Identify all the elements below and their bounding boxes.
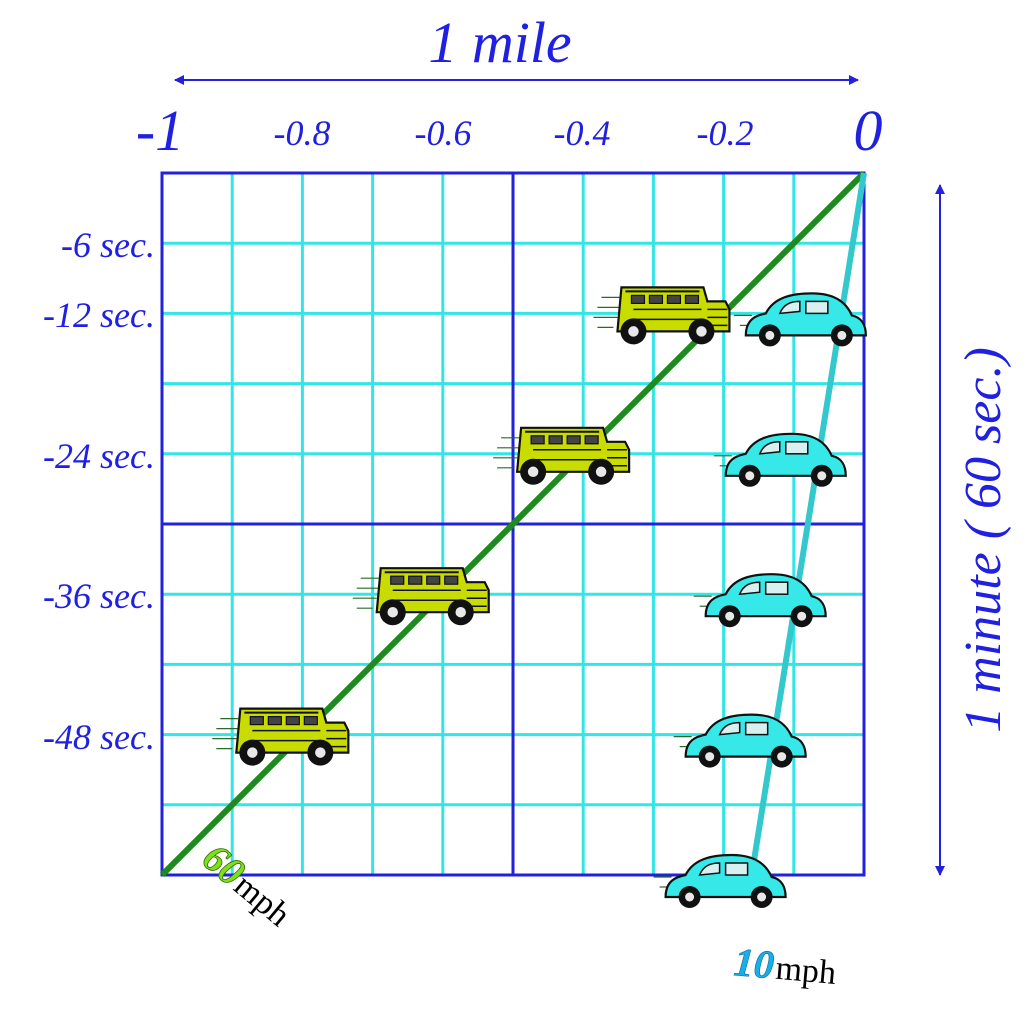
x-tick-label: -1 xyxy=(136,98,184,163)
vehicles xyxy=(211,286,867,910)
car-icon xyxy=(672,713,807,769)
series-line-10mph xyxy=(748,172,867,876)
speed-label-60: 60 mph xyxy=(194,834,297,934)
x-tick-label: -0.2 xyxy=(697,113,754,153)
y-tick-labels: -6 sec. -12 sec. -24 sec. -36 sec. -48 s… xyxy=(43,225,155,757)
x-tick-labels: -1 -0.8 -0.6 -0.4 -0.2 0 xyxy=(136,98,883,163)
chart-title: 1 mile xyxy=(428,10,571,75)
car-icon xyxy=(652,853,787,910)
y-axis-label: 1 minute ( 60 sec.) xyxy=(955,347,1012,733)
y-tick-label: -48 sec. xyxy=(43,717,155,757)
y-tick-label: -6 sec. xyxy=(61,225,155,265)
y-tick-label: -12 sec. xyxy=(43,295,155,335)
y-tick-label: -36 sec. xyxy=(43,576,155,616)
x-tick-label: -0.6 xyxy=(415,113,472,153)
car-icon xyxy=(692,573,827,629)
speed-number-10: 10 xyxy=(732,939,776,987)
x-tick-label: -0.4 xyxy=(554,113,611,153)
x-tick-label: 0 xyxy=(854,98,883,163)
x-tick-label: -0.8 xyxy=(274,113,331,153)
series-line-60mph xyxy=(159,170,867,878)
truck-icon xyxy=(592,286,731,346)
speed-unit-10: mph xyxy=(774,950,837,992)
speed-label-10: 10 mph xyxy=(732,939,838,992)
y-tick-label: -24 sec. xyxy=(43,436,155,476)
car-icon xyxy=(712,432,847,488)
series xyxy=(159,170,867,878)
